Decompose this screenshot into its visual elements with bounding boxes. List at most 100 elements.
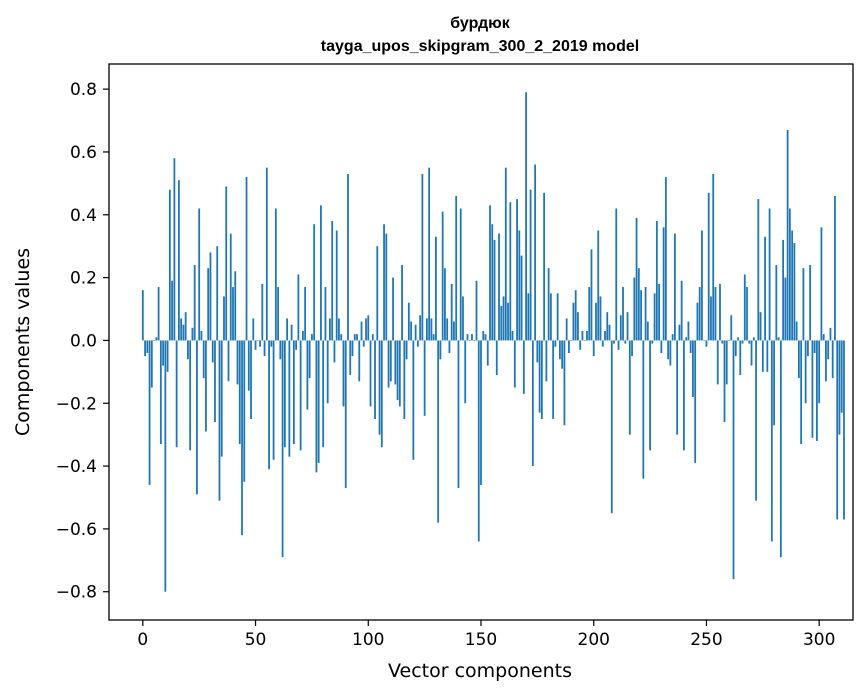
bar — [482, 331, 485, 341]
bar — [308, 340, 311, 379]
bar — [182, 324, 185, 341]
bar — [484, 334, 487, 341]
bar — [202, 340, 205, 379]
bar — [277, 287, 279, 341]
bar — [367, 315, 370, 341]
bar — [283, 340, 286, 448]
bar — [232, 287, 234, 341]
bar — [412, 340, 415, 460]
bar — [225, 186, 228, 341]
x-tick-label: 300 — [803, 630, 835, 650]
bar — [838, 340, 841, 435]
bar — [444, 268, 446, 341]
bar — [743, 274, 746, 341]
bar — [653, 293, 656, 341]
bar — [324, 287, 327, 341]
bar — [637, 268, 640, 341]
bar — [572, 302, 575, 341]
bar — [159, 340, 162, 445]
bar — [601, 340, 604, 347]
bar — [793, 243, 796, 341]
bar — [218, 340, 221, 501]
bar — [556, 293, 559, 341]
bar — [640, 290, 642, 341]
bar — [577, 312, 579, 341]
bar — [180, 318, 183, 341]
bar — [326, 340, 329, 404]
bar — [649, 340, 651, 451]
y-tick-label: −0.6 — [56, 520, 97, 540]
bar — [320, 205, 322, 341]
bar — [606, 312, 609, 341]
bar — [813, 340, 816, 353]
bar — [259, 340, 261, 347]
bar — [261, 283, 264, 341]
bar — [518, 230, 521, 341]
bar — [205, 340, 207, 432]
y-tick-label: 0.4 — [70, 206, 97, 226]
bar — [716, 340, 719, 385]
bar — [369, 340, 372, 407]
bar — [520, 255, 523, 341]
bar — [669, 340, 672, 366]
bar — [786, 129, 789, 341]
bar — [680, 280, 683, 341]
bar — [304, 287, 307, 341]
chart-title: бурдюк — [450, 15, 511, 32]
bar — [581, 331, 584, 341]
bar — [766, 340, 769, 372]
bar — [797, 340, 800, 379]
bar — [563, 340, 566, 426]
bar — [676, 340, 679, 435]
bar — [843, 340, 845, 520]
x-axis-ticks: 0 50 100 150 200 250 300 — [137, 620, 835, 650]
bar — [710, 296, 712, 341]
bar — [549, 293, 552, 341]
bar — [755, 340, 757, 501]
bar — [660, 340, 663, 353]
bar — [719, 283, 721, 341]
bar — [768, 208, 771, 341]
bar — [504, 167, 507, 341]
bar — [378, 340, 381, 435]
bar — [522, 340, 525, 394]
bar — [184, 312, 187, 341]
bar — [177, 180, 180, 341]
bar — [707, 192, 710, 341]
bar — [416, 340, 419, 347]
bar — [595, 302, 597, 341]
bar — [216, 246, 219, 341]
bar — [568, 340, 570, 353]
bar — [525, 92, 527, 341]
bar — [732, 340, 735, 580]
bar — [196, 340, 198, 495]
bar — [818, 340, 821, 404]
x-tick-label: 100 — [352, 630, 384, 650]
x-tick-label: 50 — [245, 630, 267, 650]
bar — [529, 189, 532, 341]
bar — [398, 340, 401, 407]
bar — [800, 340, 803, 445]
bar — [385, 233, 388, 341]
bar — [421, 173, 424, 341]
bar — [166, 340, 169, 372]
bar — [646, 321, 649, 341]
bar — [531, 340, 534, 467]
bar — [455, 195, 458, 341]
bar — [374, 340, 376, 419]
bar — [234, 271, 237, 341]
bar — [353, 334, 356, 341]
bar — [187, 340, 189, 360]
bar — [635, 217, 638, 341]
bar — [552, 340, 555, 419]
bar — [459, 208, 462, 341]
x-axis-label: Vector components — [388, 660, 572, 682]
bar — [351, 340, 354, 357]
bar — [207, 268, 210, 341]
bar — [748, 340, 751, 344]
bar — [254, 340, 257, 350]
bar — [617, 340, 620, 350]
bar — [565, 318, 568, 341]
bar — [752, 337, 755, 341]
